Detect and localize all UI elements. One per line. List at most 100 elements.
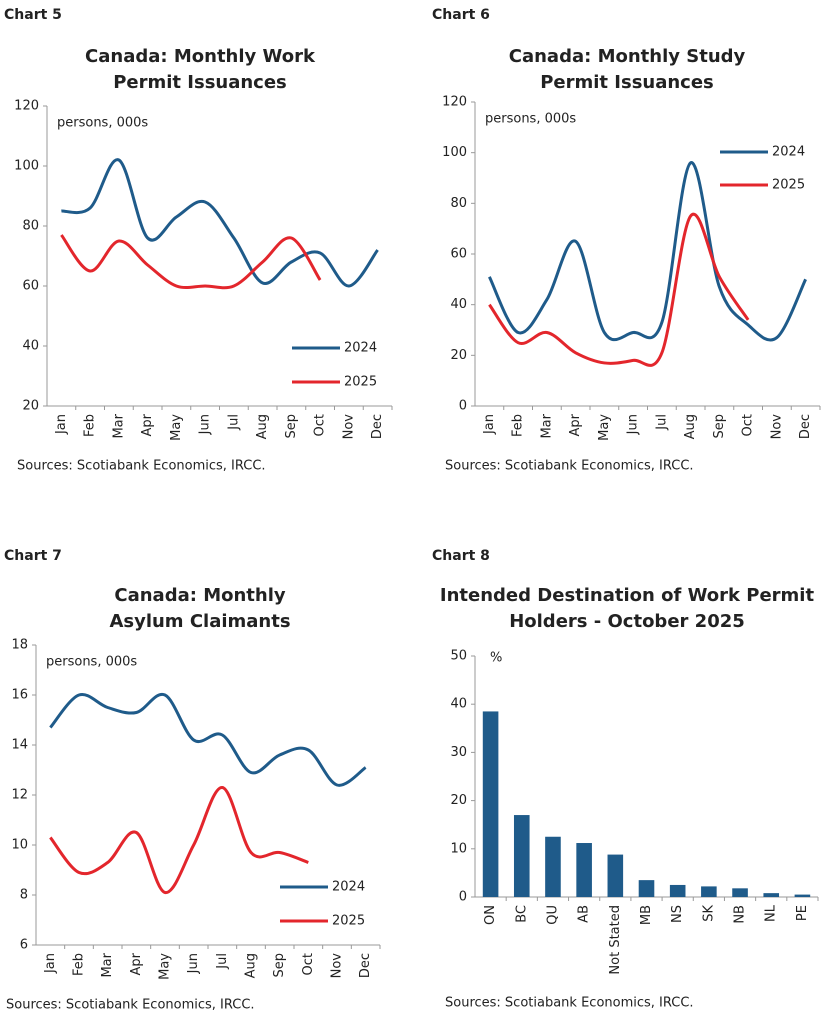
legend-label: 2025 xyxy=(344,375,377,390)
chart-title: Permit Issuances xyxy=(113,72,287,93)
y-tick-label: 12 xyxy=(11,788,28,803)
source-note: Sources: Scotiabank Economics, IRCC. xyxy=(17,459,266,474)
chart-title: Canada: Monthly Study xyxy=(509,46,746,67)
legend-label: 2024 xyxy=(344,341,377,356)
chart-title: Canada: Monthly Work xyxy=(85,46,316,67)
x-tick-label: Sep xyxy=(284,414,299,439)
source-note: Sources: Scotiabank Economics, IRCC. xyxy=(445,459,694,474)
x-tick-label: Feb xyxy=(83,414,98,437)
x-tick-label: Jun xyxy=(186,953,201,974)
x-tick-label: Oct xyxy=(741,414,756,436)
x-tick-label: BC xyxy=(514,905,529,923)
x-tick-label: Oct xyxy=(313,414,328,436)
chart-title: Permit Issuances xyxy=(540,72,714,93)
y-tick-label: 40 xyxy=(450,697,467,712)
x-tick-label: Aug xyxy=(255,414,270,439)
y-tick-label: 120 xyxy=(14,99,39,114)
x-tick-label: Sep xyxy=(712,414,727,439)
bar xyxy=(701,886,717,897)
bar xyxy=(763,893,780,897)
x-tick-label: Feb xyxy=(72,953,87,976)
y-tick-label: 18 xyxy=(11,638,28,653)
x-tick-label: May xyxy=(158,953,173,980)
y-tick-label: 100 xyxy=(14,159,39,174)
chart-title: Holders - October 2025 xyxy=(509,611,745,632)
x-tick-label: Aug xyxy=(683,414,698,439)
x-tick-label: ON xyxy=(483,905,498,925)
source-note: Sources: Scotiabank Economics, IRCC. xyxy=(6,998,255,1013)
y-tick-label: 20 xyxy=(450,348,467,363)
series-line xyxy=(49,786,309,894)
y-tick-label: 100 xyxy=(442,145,467,160)
x-tick-label: Jan xyxy=(482,414,497,435)
y-tick-label: 6 xyxy=(20,938,28,953)
chart-label: Chart 6 xyxy=(432,7,490,23)
chart-title: Asylum Claimants xyxy=(109,611,290,632)
y-tick-label: 20 xyxy=(22,399,39,414)
series-line xyxy=(49,692,367,787)
x-tick-label: Jul xyxy=(226,414,241,431)
y-tick-label: 60 xyxy=(22,279,39,294)
x-tick-label: Aug xyxy=(244,953,259,978)
unit-label: % xyxy=(490,651,502,666)
source-note: Sources: Scotiabank Economics, IRCC. xyxy=(445,996,694,1011)
unit-label: persons, 000s xyxy=(485,112,576,127)
x-tick-label: PE xyxy=(795,905,810,921)
y-tick-label: 20 xyxy=(450,793,467,808)
y-tick-label: 40 xyxy=(450,297,467,312)
y-tick-label: 40 xyxy=(22,339,39,354)
x-tick-label: NB xyxy=(733,905,748,924)
series-line xyxy=(61,158,379,288)
bar xyxy=(513,815,530,897)
legend-label: 2024 xyxy=(772,145,805,160)
y-tick-label: 120 xyxy=(442,95,467,110)
x-tick-label: Sep xyxy=(272,953,287,978)
y-tick-label: 50 xyxy=(450,649,467,664)
x-tick-label: QU xyxy=(545,905,560,925)
x-tick-label: Jul xyxy=(215,953,230,970)
x-tick-label: Dec xyxy=(798,414,813,439)
x-tick-label: SK xyxy=(701,905,716,922)
x-tick-label: May xyxy=(169,414,184,441)
x-tick-label: Apr xyxy=(129,952,144,975)
x-tick-label: Jun xyxy=(626,414,641,435)
bar xyxy=(794,894,811,897)
x-tick-label: Jan xyxy=(54,414,69,435)
x-tick-label: MB xyxy=(639,905,654,925)
x-tick-label: Dec xyxy=(358,953,373,978)
legend-label: 2025 xyxy=(332,914,365,929)
x-tick-label: Jul xyxy=(654,414,669,431)
x-tick-label: Mar xyxy=(100,952,115,977)
bar xyxy=(576,843,592,897)
x-tick-label: Apr xyxy=(568,413,583,436)
legend-label: 2025 xyxy=(772,178,805,193)
y-tick-label: 60 xyxy=(450,247,467,262)
unit-label: persons, 000s xyxy=(57,116,148,131)
x-tick-label: Apr xyxy=(140,413,155,436)
x-tick-label: Nov xyxy=(341,414,356,440)
x-tick-label: NL xyxy=(764,904,779,922)
chart-label: Chart 7 xyxy=(4,548,62,564)
x-tick-label: NS xyxy=(670,905,685,923)
x-tick-label: Oct xyxy=(301,953,316,975)
bar xyxy=(669,884,686,897)
y-tick-label: 10 xyxy=(11,838,28,853)
bar xyxy=(482,711,499,897)
series-line xyxy=(488,161,807,342)
y-tick-label: 0 xyxy=(459,890,467,905)
bar xyxy=(638,880,655,897)
y-tick-label: 30 xyxy=(450,745,467,760)
chart-label: Chart 5 xyxy=(4,7,62,23)
x-tick-label: Mar xyxy=(111,413,126,438)
y-tick-label: 14 xyxy=(11,738,28,753)
y-tick-label: 0 xyxy=(459,399,467,414)
y-tick-label: 80 xyxy=(22,219,39,234)
x-tick-label: AB xyxy=(577,905,592,923)
chart-title: Canada: Monthly xyxy=(114,585,285,606)
series-line xyxy=(488,212,750,367)
x-tick-label: May xyxy=(597,414,612,441)
bar xyxy=(545,836,561,897)
unit-label: persons, 000s xyxy=(46,655,137,670)
bar xyxy=(607,854,624,897)
